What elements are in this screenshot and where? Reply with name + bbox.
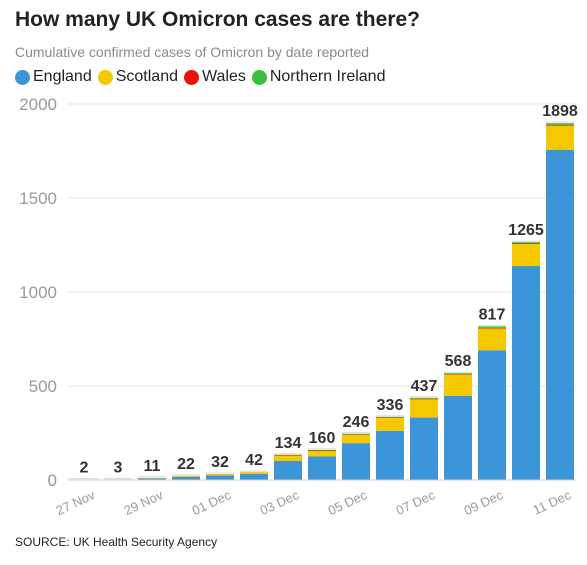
legend-item-northern-ireland: Northern Ireland: [251, 68, 386, 86]
bar-segment-england: [376, 430, 404, 480]
bar-segment-scotland: [342, 434, 370, 444]
bar-segment-scotland: [410, 398, 438, 418]
bar-total-label: 160: [309, 430, 336, 447]
bar-total-label: 568: [445, 353, 472, 370]
bar-segment-england: [206, 475, 234, 480]
bar-total-label: 2: [80, 460, 89, 477]
legend-swatch-wales: [183, 69, 199, 85]
bar-segment-england: [410, 417, 438, 480]
y-tick-label: 1000: [19, 283, 57, 302]
bar-segment-wales: [512, 243, 540, 244]
bar-segment-northern-ireland: [410, 397, 438, 399]
legend-item-wales: Wales: [183, 68, 246, 86]
bar-segment-wales: [410, 398, 438, 400]
bar-segment-scotland: [376, 417, 404, 431]
bar-segment-wales: [376, 417, 404, 418]
bar-segment-england: [138, 478, 166, 480]
bar-segment-scotland: [308, 450, 336, 457]
legend-label-england: England: [33, 68, 92, 85]
bar-segment-wales: [478, 327, 506, 329]
bar-segment-northern-ireland: [444, 373, 472, 375]
bar-segment-england: [240, 473, 268, 480]
bar-segment-scotland: [546, 125, 574, 150]
chart-subtitle: Cumulative confirmed cases of Omicron by…: [15, 44, 370, 60]
y-tick-label: 0: [48, 471, 57, 490]
x-tick-label: 27 Nov: [54, 487, 98, 518]
bar-segment-scotland: [478, 328, 506, 351]
source-note: SOURCE: UK Health Security Agency: [15, 535, 218, 549]
bar-chart: 0 500 1000 1500 2000 2 27 Nov 3 11 29 Nov 22 32 01 D…: [19, 95, 578, 518]
bar-segment-scotland: [240, 472, 268, 474]
x-tick-label: 09 Dec: [462, 487, 506, 518]
bar-segment-england: [172, 476, 200, 480]
legend-label-wales: Wales: [201, 68, 246, 85]
bar-segment-northern-ireland: [376, 416, 404, 418]
legend-label-scotland: Scotland: [115, 68, 178, 85]
bar-segment-scotland: [206, 473, 234, 476]
x-tick-label: 05 Dec: [326, 487, 370, 518]
bar-total-label: 817: [479, 306, 506, 323]
bar-segment-wales: [308, 450, 336, 451]
bar-total-label: 32: [211, 454, 229, 471]
bar-segment-scotland: [138, 477, 166, 479]
bar-total-label: 11: [144, 458, 161, 475]
bar-segment-scotland: [172, 475, 200, 477]
bar-segment-wales: [546, 124, 574, 126]
x-tick-label: 03 Dec: [258, 487, 302, 518]
legend-item-scotland: Scotland: [97, 68, 178, 86]
bar-segment-england: [546, 149, 574, 480]
x-tick-label: 01 Dec: [190, 487, 234, 518]
y-tick-label: 2000: [19, 95, 57, 114]
bar-total-label: 1898: [542, 103, 578, 120]
bar-segment-wales: [342, 434, 370, 435]
x-tick-label: 11 Dec: [530, 487, 573, 518]
bar-segment-wales: [274, 455, 302, 456]
bar-segment-england: [512, 266, 540, 480]
bar-segment-scotland: [274, 455, 302, 462]
bar-segment-england: [274, 461, 302, 480]
bar-segment-england: [342, 443, 370, 480]
legend-swatch-england: [15, 69, 30, 85]
bar-segment-northern-ireland: [478, 326, 506, 328]
bar-segment-wales: [444, 374, 472, 375]
bar-total-label: 246: [343, 414, 370, 431]
bar-segment-england: [444, 395, 472, 480]
legend-label-northern-ireland: Northern Ireland: [269, 68, 386, 85]
legend: England Scotland Wales Northern Ireland: [15, 68, 391, 86]
y-tick-label: 1500: [19, 189, 57, 208]
bar-segment-england: [308, 456, 336, 480]
bar-total-label: 336: [377, 397, 404, 414]
bar-total-label: 42: [245, 452, 263, 469]
bar-total-label: 1265: [508, 222, 544, 239]
y-tick-label: 500: [29, 377, 57, 396]
legend-swatch-northern-ireland: [251, 69, 267, 85]
bar-total-label: 134: [275, 435, 302, 452]
bar-segment-northern-ireland: [274, 454, 302, 456]
bar-total-label: 22: [177, 456, 195, 473]
legend-item-england: England: [15, 68, 92, 86]
bar-segment-northern-ireland: [512, 242, 540, 244]
bar-total-label: 437: [411, 378, 438, 395]
bar-total-label: 3: [114, 459, 123, 476]
bar-segment-northern-ireland: [342, 433, 370, 435]
x-tick-label: 29 Nov: [122, 487, 166, 518]
legend-swatch-scotland: [97, 69, 113, 85]
bar-segment-scotland: [444, 374, 472, 396]
bar-segment-northern-ireland: [308, 449, 336, 451]
chart-title: How many UK Omicron cases are there?: [15, 8, 420, 31]
bar-segment-northern-ireland: [546, 123, 574, 125]
x-tick-label: 07 Dec: [394, 487, 438, 518]
bar-segment-scotland: [512, 243, 540, 267]
bar-segment-england: [478, 350, 506, 480]
